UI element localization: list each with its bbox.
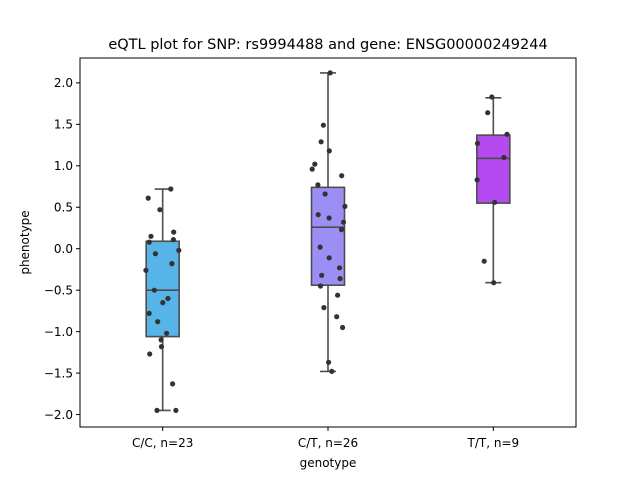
data-point <box>160 300 166 306</box>
data-point <box>154 407 160 413</box>
y-tick-label: 0.5 <box>54 201 73 215</box>
box-group-1 <box>143 186 182 413</box>
data-point <box>152 251 158 257</box>
data-point <box>164 330 170 336</box>
data-point <box>176 247 182 253</box>
data-point <box>329 368 335 374</box>
data-point <box>474 140 481 146</box>
data-point <box>342 203 348 209</box>
data-point <box>492 199 498 205</box>
data-point <box>158 344 165 350</box>
data-point <box>340 324 346 331</box>
data-point <box>504 131 510 137</box>
data-point <box>147 351 153 357</box>
box-iqr <box>145 240 180 338</box>
axes: 2.0 1.5 1.0 0.5 0.0 −0.5 −1.0 −1.5 −2.0 C/C, n=23… <box>44 76 519 450</box>
data-point <box>337 276 343 282</box>
data-point <box>170 237 176 243</box>
data-point <box>151 287 157 293</box>
data-point <box>491 280 497 286</box>
box-iqr <box>476 134 511 204</box>
data-point <box>317 244 323 250</box>
data-point <box>321 305 327 311</box>
data-point <box>169 261 175 267</box>
x-tick-label: C/C, n=23 <box>132 436 193 450</box>
data-point <box>326 215 332 221</box>
x-axis-label: genotype <box>300 456 357 470</box>
data-point <box>501 154 507 161</box>
data-point <box>171 229 177 235</box>
data-point <box>481 258 487 264</box>
y-axis-label: phenotype <box>18 210 32 274</box>
y-tick-label: 1.0 <box>54 159 73 173</box>
box-group-2 <box>309 70 348 374</box>
x-tick-label: T/T, n=9 <box>467 436 520 450</box>
y-tick-label: −1.5 <box>44 366 73 380</box>
data-point <box>320 122 326 128</box>
y-tick-label: −0.5 <box>44 283 73 297</box>
data-point <box>336 265 343 271</box>
data-point <box>315 182 321 188</box>
data-point <box>339 173 345 179</box>
data-point <box>168 186 174 192</box>
data-point <box>157 207 163 213</box>
data-point <box>474 177 480 183</box>
data-point <box>315 212 321 218</box>
data-point <box>145 195 151 201</box>
x-tick-label: C/T, n=26 <box>298 436 358 450</box>
chart-title: eQTL plot for SNP: rs9994488 and gene: E… <box>108 37 547 53</box>
data-point <box>317 283 324 289</box>
data-point <box>148 233 154 239</box>
y-tick-label: −1.0 <box>44 325 73 339</box>
data-point <box>143 267 149 273</box>
data-point <box>338 227 345 233</box>
data-point <box>326 148 332 154</box>
data-point <box>319 272 325 278</box>
data-point <box>155 319 161 325</box>
box-iqr <box>310 186 346 287</box>
data-point <box>335 292 341 298</box>
data-point <box>309 166 315 172</box>
data-point <box>489 94 495 100</box>
data-point <box>158 337 164 343</box>
y-tick-label: −2.0 <box>44 408 73 422</box>
data-point <box>318 139 324 145</box>
data-point <box>322 191 328 197</box>
data-point <box>334 314 340 320</box>
data-point <box>165 295 171 302</box>
data-point <box>326 255 332 261</box>
data-point <box>146 239 152 245</box>
y-tick-label: 2.0 <box>54 76 73 90</box>
plot-area <box>143 70 511 413</box>
data-point <box>340 219 347 225</box>
y-tick-label: 0.0 <box>54 242 73 256</box>
data-point <box>485 110 491 116</box>
y-tick-label: 1.5 <box>54 118 73 132</box>
data-point <box>326 359 332 365</box>
data-point <box>170 381 176 387</box>
data-point <box>173 407 179 413</box>
data-point <box>312 161 318 167</box>
data-point <box>146 310 152 316</box>
data-point <box>327 70 333 76</box>
box-group-3 <box>474 94 511 286</box>
